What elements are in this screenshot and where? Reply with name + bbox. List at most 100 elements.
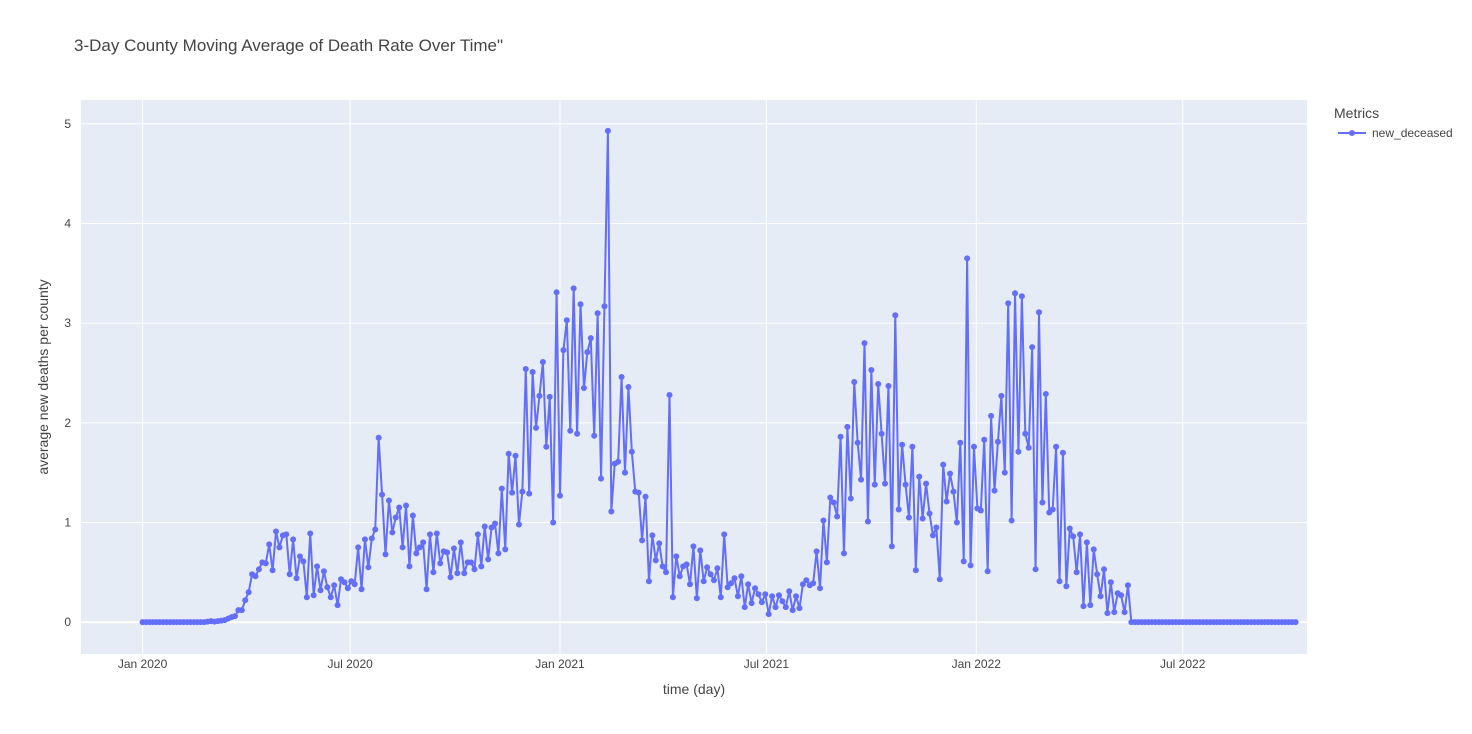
data-point	[485, 556, 492, 563]
series-line-new-deceased	[142, 129, 1296, 624]
data-point	[433, 530, 440, 537]
data-point	[533, 424, 540, 431]
data-point	[779, 598, 786, 605]
data-point	[734, 593, 741, 600]
data-point	[1042, 390, 1049, 397]
data-point	[310, 592, 317, 599]
data-point	[885, 382, 892, 389]
data-point	[622, 469, 628, 476]
data-point	[912, 567, 919, 574]
data-point	[1094, 571, 1101, 578]
data-point	[255, 566, 262, 573]
data-point	[522, 366, 529, 373]
data-point	[851, 378, 858, 385]
data-point	[964, 255, 971, 262]
data-point	[444, 549, 451, 556]
data-point	[296, 553, 303, 560]
data-point	[468, 559, 475, 566]
data-point	[933, 524, 940, 531]
data-point	[1018, 293, 1025, 300]
data-point	[420, 539, 427, 546]
data-point	[320, 568, 327, 575]
data-point	[998, 392, 1005, 399]
data-point	[399, 544, 406, 551]
series-markers-new-deceased	[139, 127, 1299, 626]
data-point	[423, 586, 430, 593]
data-point	[372, 526, 379, 533]
data-point	[868, 367, 875, 374]
data-point	[663, 569, 670, 576]
data-point	[231, 613, 238, 620]
data-point	[635, 489, 642, 496]
data-point	[772, 604, 779, 611]
data-point	[813, 548, 820, 555]
legend-item-new-deceased[interactable]: new_deceased	[1338, 126, 1453, 140]
data-point	[895, 506, 902, 513]
data-point	[834, 513, 841, 520]
data-point	[331, 582, 338, 589]
data-point	[403, 502, 410, 509]
data-point	[447, 574, 454, 581]
y-tick-label: 0	[64, 615, 71, 629]
data-point	[1005, 300, 1012, 307]
data-point	[1111, 609, 1118, 616]
legend: Metrics new_deceased	[1334, 105, 1453, 140]
data-point	[290, 536, 297, 543]
y-tick-label: 2	[64, 416, 71, 430]
data-point	[926, 510, 933, 517]
data-point	[344, 585, 351, 592]
data-point	[752, 585, 759, 592]
data-point	[461, 570, 468, 577]
data-point	[823, 559, 830, 566]
data-point	[1087, 602, 1094, 609]
data-point	[642, 493, 649, 500]
data-point	[368, 535, 375, 542]
data-point	[324, 584, 331, 591]
data-point	[577, 301, 584, 308]
data-point	[454, 570, 461, 577]
data-point	[960, 558, 967, 565]
data-point	[1104, 610, 1111, 617]
data-point	[498, 485, 505, 492]
data-point	[1025, 444, 1032, 451]
data-point	[242, 597, 249, 604]
data-point	[649, 532, 656, 539]
x-axis-title: time (day)	[663, 681, 725, 697]
data-point	[724, 584, 731, 591]
data-point	[970, 443, 977, 450]
legend-item-label: new_deceased	[1372, 126, 1453, 140]
data-point	[608, 508, 615, 515]
data-point	[936, 576, 943, 583]
data-point	[957, 439, 964, 446]
x-tick-label: Jan 2022	[952, 657, 1002, 671]
data-point	[953, 519, 960, 526]
data-point	[1118, 592, 1125, 599]
data-point	[375, 434, 382, 441]
data-point	[988, 412, 995, 419]
plot-background	[81, 100, 1307, 654]
data-point	[707, 571, 714, 578]
data-point	[341, 579, 348, 586]
y-tick-label: 3	[64, 316, 71, 330]
data-point	[837, 433, 844, 440]
data-point	[916, 473, 923, 480]
data-point	[495, 550, 502, 557]
data-point	[615, 458, 622, 465]
data-point	[266, 541, 273, 548]
data-point	[358, 586, 365, 593]
data-point	[618, 374, 625, 380]
data-point	[365, 564, 372, 571]
data-point	[409, 512, 416, 519]
data-point	[704, 564, 711, 571]
data-point	[981, 436, 988, 443]
data-point	[950, 488, 957, 495]
data-point	[389, 529, 396, 536]
data-point	[803, 577, 810, 584]
data-point	[693, 595, 700, 602]
data-point	[307, 530, 314, 537]
data-point	[817, 585, 824, 592]
data-point	[1063, 583, 1070, 590]
data-point	[755, 591, 762, 598]
data-point	[758, 599, 765, 606]
data-point	[676, 573, 683, 580]
